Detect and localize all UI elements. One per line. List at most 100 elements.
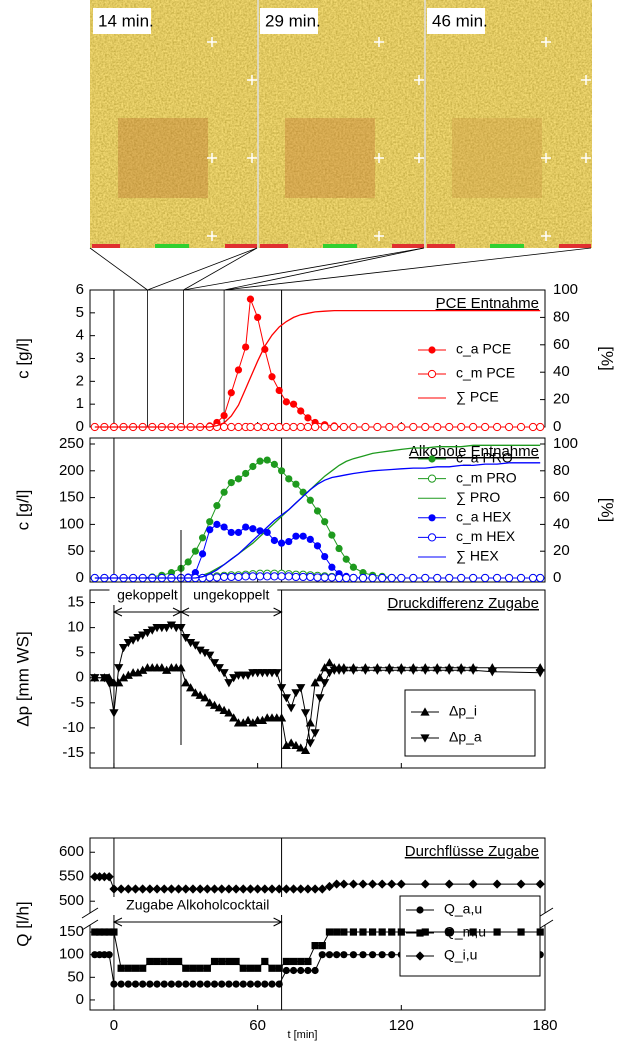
marker <box>234 528 243 537</box>
marker <box>209 700 220 709</box>
marker <box>272 669 282 678</box>
photo-cross <box>581 153 591 163</box>
marker <box>327 573 336 582</box>
marker <box>219 669 229 678</box>
marker <box>304 966 312 975</box>
photo-region <box>285 118 375 198</box>
photo-cross <box>207 37 217 47</box>
marker <box>487 668 497 677</box>
marker <box>421 928 429 936</box>
marker <box>281 694 291 703</box>
marker <box>196 980 204 988</box>
marker <box>420 879 430 889</box>
y2-tick-label: 80 <box>553 462 570 479</box>
marker <box>142 629 153 638</box>
span-arrow <box>112 607 183 617</box>
series-line <box>94 298 541 428</box>
legend-label: c_a PRO <box>456 450 513 466</box>
photo-cross <box>541 153 551 163</box>
marker <box>504 573 514 583</box>
marker <box>123 670 133 679</box>
y-tick-label: 0 <box>76 991 84 1008</box>
marker <box>342 573 351 583</box>
y-axis-label: c [g/l] <box>13 490 32 531</box>
y-tick-label: 6 <box>76 281 84 298</box>
marker <box>358 879 368 889</box>
marker <box>310 678 320 687</box>
marker <box>456 666 466 675</box>
marker <box>234 572 243 582</box>
marker <box>231 884 241 894</box>
marker <box>332 879 342 889</box>
marker <box>239 980 247 988</box>
marker <box>282 966 290 975</box>
span-label: gekoppelt <box>117 587 178 603</box>
marker <box>284 572 293 581</box>
marker <box>384 666 394 675</box>
plot-frame <box>89 437 546 583</box>
marker <box>227 422 236 432</box>
marker <box>306 572 315 582</box>
photo-label-box <box>260 8 318 34</box>
legend-box <box>399 895 541 977</box>
marker <box>147 626 157 635</box>
photo-cross <box>414 153 424 163</box>
marker <box>232 957 240 966</box>
marker <box>238 884 248 894</box>
marker <box>245 884 256 894</box>
marker <box>310 884 320 894</box>
y2-tick-label: 100 <box>553 281 578 298</box>
legend-label: Δp_i <box>449 703 477 719</box>
marker <box>256 457 264 465</box>
marker <box>277 572 286 581</box>
marker <box>313 507 322 515</box>
marker <box>339 666 349 675</box>
marker <box>195 690 205 699</box>
marker <box>242 523 250 531</box>
span-label-bg <box>185 587 278 605</box>
marker <box>270 460 278 468</box>
marker <box>110 928 118 936</box>
photo-cross <box>247 75 257 85</box>
marker <box>210 980 219 988</box>
marker <box>289 966 298 975</box>
marker <box>320 679 330 688</box>
marker <box>263 528 271 537</box>
legend-label: Δp_a <box>449 729 482 745</box>
y2-axis-label: [%] <box>598 346 617 371</box>
legend-label: c_m PRO <box>456 469 517 485</box>
marker <box>528 573 538 583</box>
y-tick-label: 3 <box>76 349 84 366</box>
marker <box>191 547 199 555</box>
marker <box>315 694 325 703</box>
marker <box>277 467 286 475</box>
marker <box>229 713 239 722</box>
marker <box>359 928 367 936</box>
legend-marker <box>415 951 425 961</box>
marker <box>227 572 236 582</box>
marker <box>227 389 235 397</box>
marker <box>321 518 329 526</box>
marker <box>224 679 234 688</box>
marker <box>182 964 190 972</box>
marker <box>249 462 257 471</box>
marker <box>152 884 162 894</box>
photo-cross <box>207 231 217 241</box>
marker <box>339 879 349 889</box>
marker <box>205 698 215 707</box>
marker <box>310 729 320 738</box>
marker <box>181 634 191 643</box>
marker <box>181 884 191 894</box>
marker <box>378 951 386 959</box>
legend-label: Q_a,u <box>444 901 482 917</box>
marker <box>248 572 257 581</box>
y-tick-label: -15 <box>62 744 84 761</box>
marker <box>535 879 545 889</box>
marker <box>209 884 220 894</box>
marker <box>110 980 118 988</box>
photo-connector <box>147 247 258 291</box>
y-axis-label: c [g/l] <box>13 338 32 379</box>
marker <box>174 884 184 894</box>
marker <box>268 980 276 988</box>
